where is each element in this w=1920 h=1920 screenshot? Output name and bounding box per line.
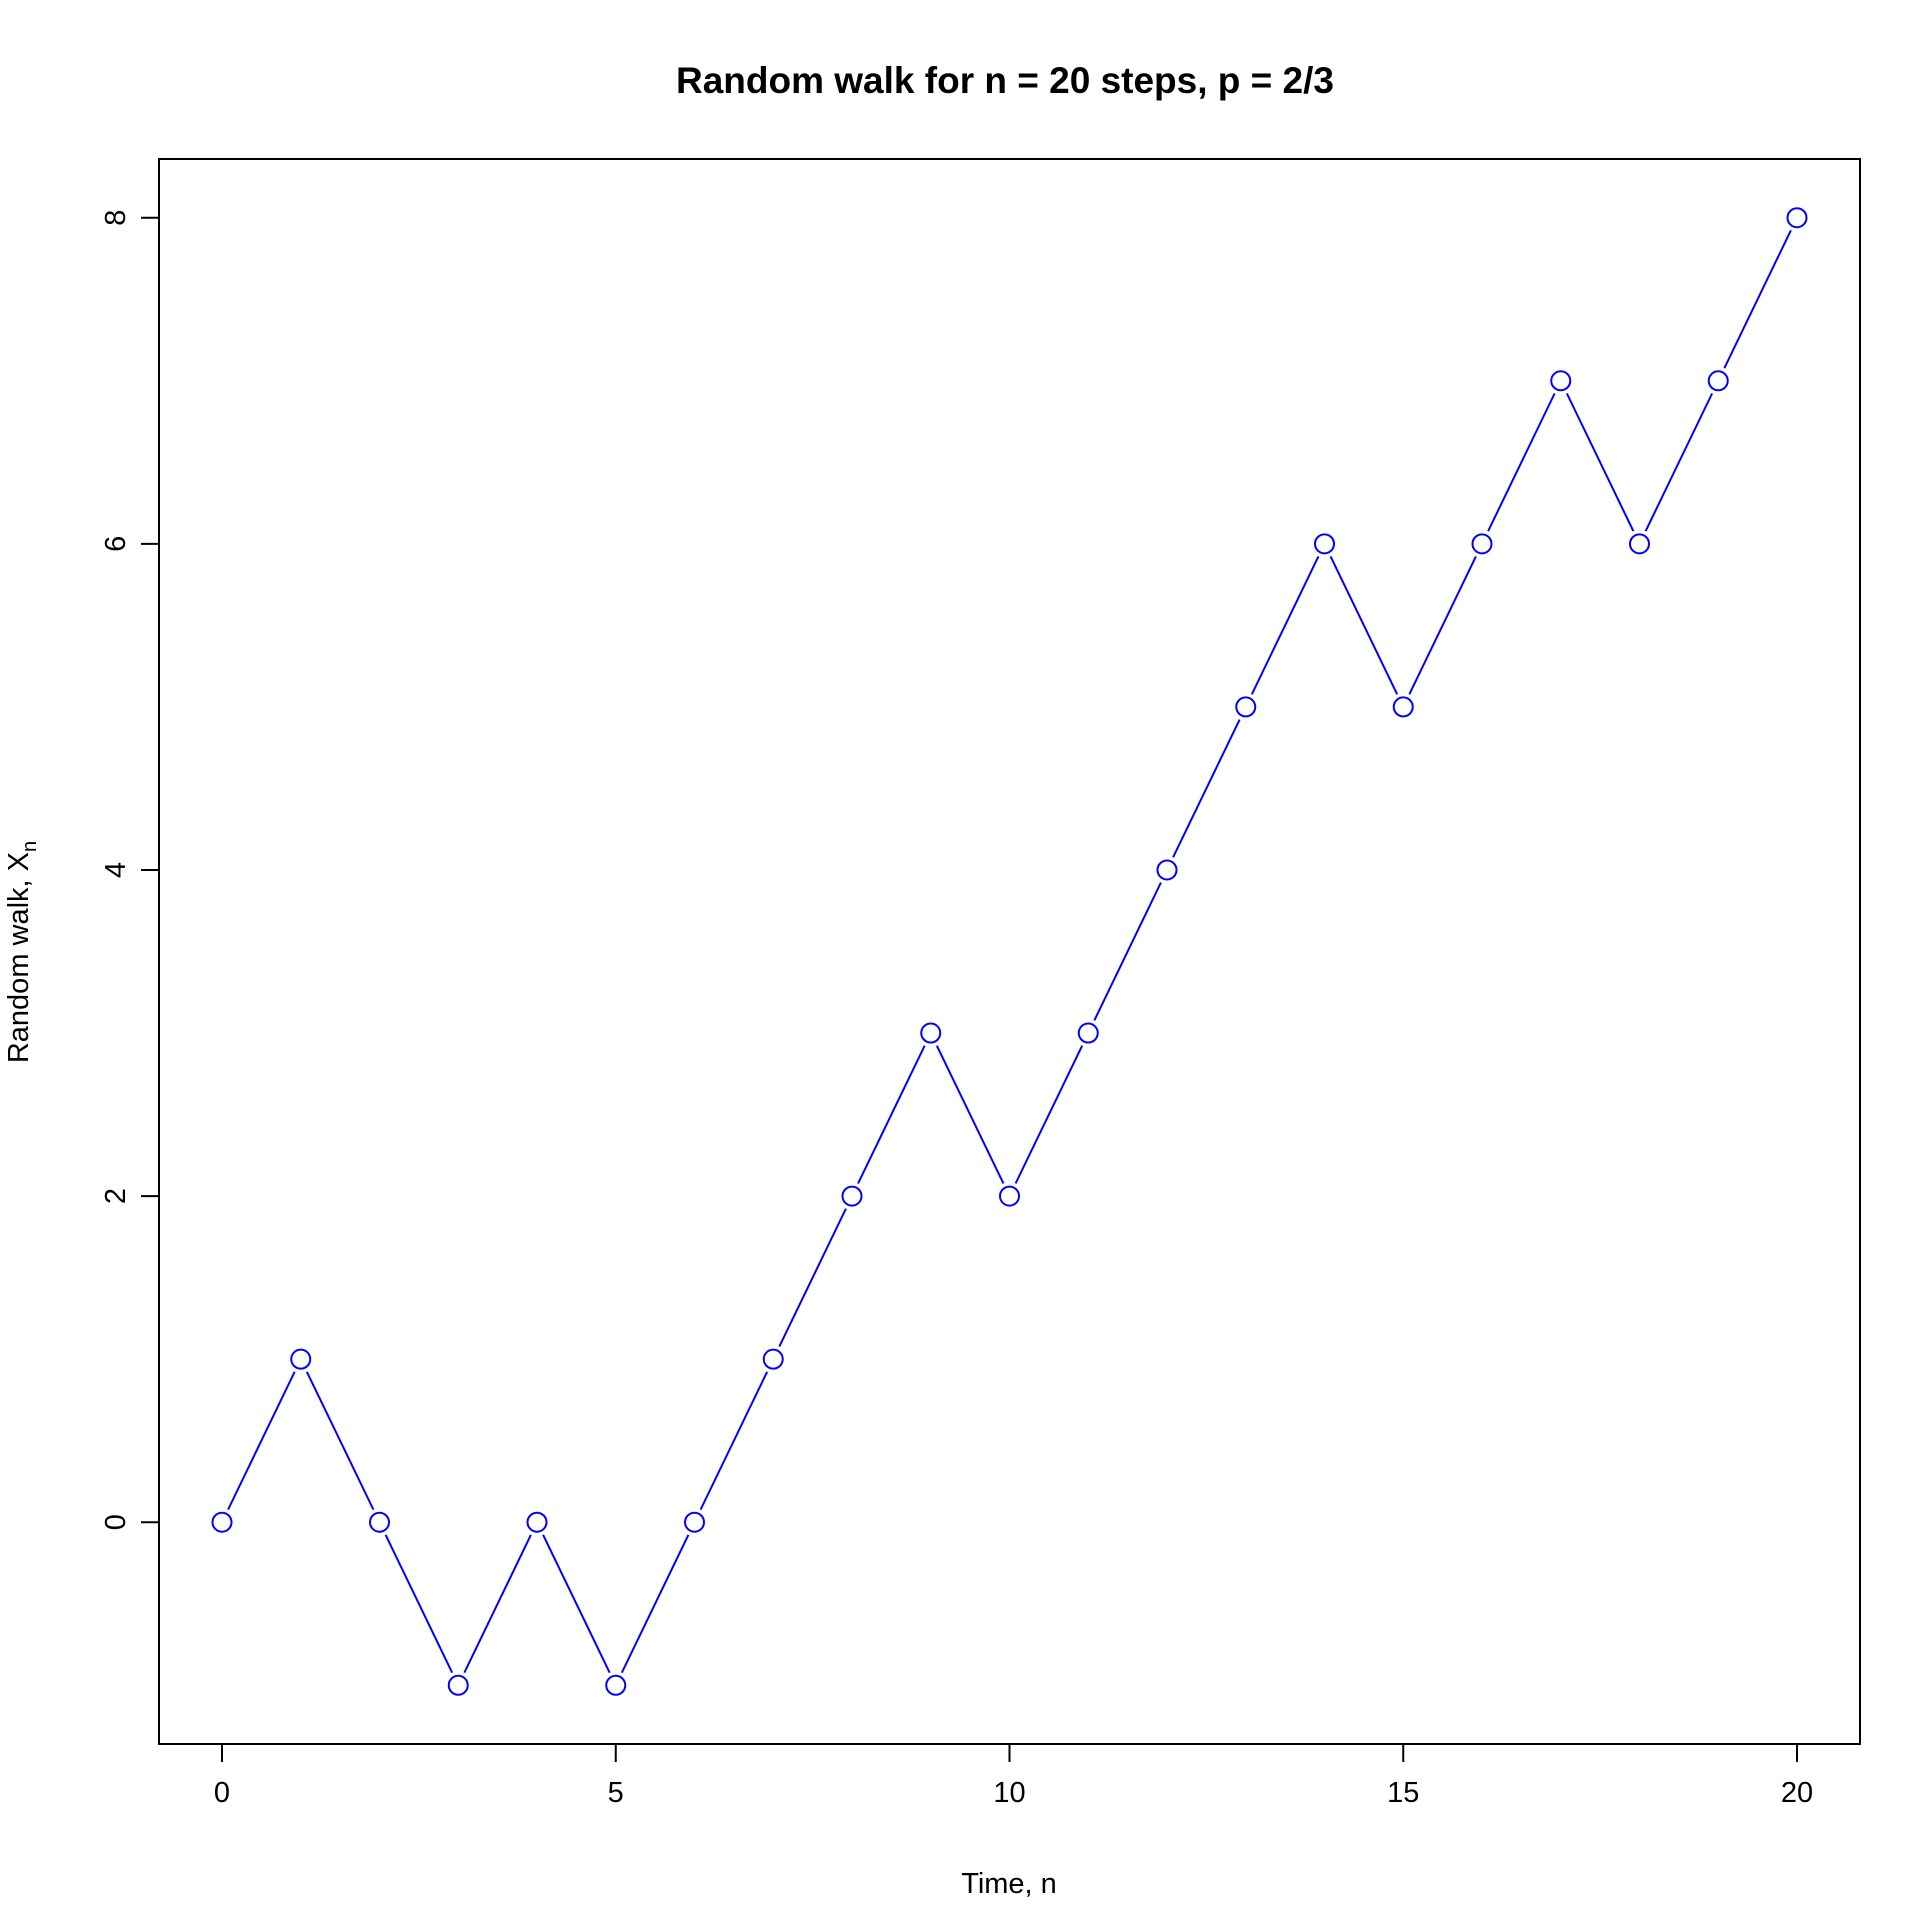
- x-tick-label: 10: [993, 1777, 1025, 1809]
- x-tick-label: 5: [608, 1777, 624, 1809]
- series-line-segment: [227, 1371, 296, 1511]
- x-axis-label: Time, n: [961, 1868, 1057, 1900]
- series-line-segment: [384, 1534, 454, 1674]
- data-point: [1314, 533, 1335, 555]
- series-line-segment: [1093, 882, 1162, 1021]
- y-tick-label: 2: [100, 1188, 132, 1204]
- series-line-segment: [1723, 229, 1792, 369]
- data-point: [762, 1348, 784, 1370]
- series-line-segment: [1014, 1045, 1084, 1184]
- x-axis: 0 5 10 15 20: [214, 1743, 1813, 1809]
- y-tick-label: 8: [100, 210, 132, 226]
- series-line-segment: [1250, 556, 1320, 695]
- series-line-segment: [1329, 556, 1399, 695]
- y-axis: 0 2 4 6 8: [100, 210, 160, 1530]
- series-line-segment: [620, 1534, 690, 1674]
- data-point: [211, 1511, 233, 1533]
- series-line-segment: [935, 1045, 1005, 1184]
- data-point: [526, 1511, 548, 1533]
- data-point: [920, 1022, 942, 1044]
- data-point: [1235, 696, 1257, 718]
- data-point: [1550, 370, 1572, 392]
- data-point: [1629, 533, 1650, 555]
- x-tick-label: 15: [1387, 1777, 1419, 1809]
- series-line-segment: [699, 1371, 769, 1511]
- data-point: [447, 1674, 469, 1696]
- data-point: [1392, 696, 1414, 718]
- data-point: [684, 1511, 705, 1533]
- data-point: [841, 1185, 863, 1207]
- y-axis-label-main: Random walk, X: [3, 852, 35, 1063]
- series-line-segment: [1487, 392, 1556, 532]
- series-line-segment: [1644, 392, 1714, 532]
- data-point: [1077, 1022, 1099, 1044]
- data-point: [1471, 533, 1493, 555]
- data-point: [605, 1674, 627, 1696]
- data-point: [999, 1185, 1020, 1207]
- series-line-segment: [463, 1534, 532, 1674]
- x-tick-label: 20: [1781, 1777, 1813, 1809]
- data-point: [1786, 207, 1808, 229]
- series-line-segment: [857, 1045, 926, 1184]
- data-point: [1707, 370, 1729, 392]
- y-tick-label: 0: [100, 1514, 132, 1530]
- series-line-segment: [1565, 392, 1635, 532]
- chart-title: Random walk for n = 20 steps, p = 2/3: [676, 60, 1334, 101]
- plot-frame: [158, 158, 1861, 1745]
- series-line-segment: [542, 1534, 611, 1674]
- series-points-group: [211, 207, 1808, 1696]
- series-line-group: [227, 229, 1792, 1674]
- y-axis-label-subscript: n: [19, 841, 41, 852]
- y-tick-label: 4: [100, 862, 132, 878]
- series-line-segment: [1172, 719, 1241, 858]
- y-axis-label: Random walk, Xn: [3, 841, 41, 1063]
- data-point: [290, 1348, 312, 1370]
- series-line-segment: [778, 1208, 847, 1347]
- series-line-segment: [305, 1371, 375, 1511]
- series-line-segment: [1408, 556, 1477, 695]
- y-tick-label: 6: [100, 536, 132, 552]
- x-tick-label: 0: [214, 1777, 230, 1809]
- data-point: [369, 1511, 390, 1533]
- data-point: [1156, 859, 1178, 881]
